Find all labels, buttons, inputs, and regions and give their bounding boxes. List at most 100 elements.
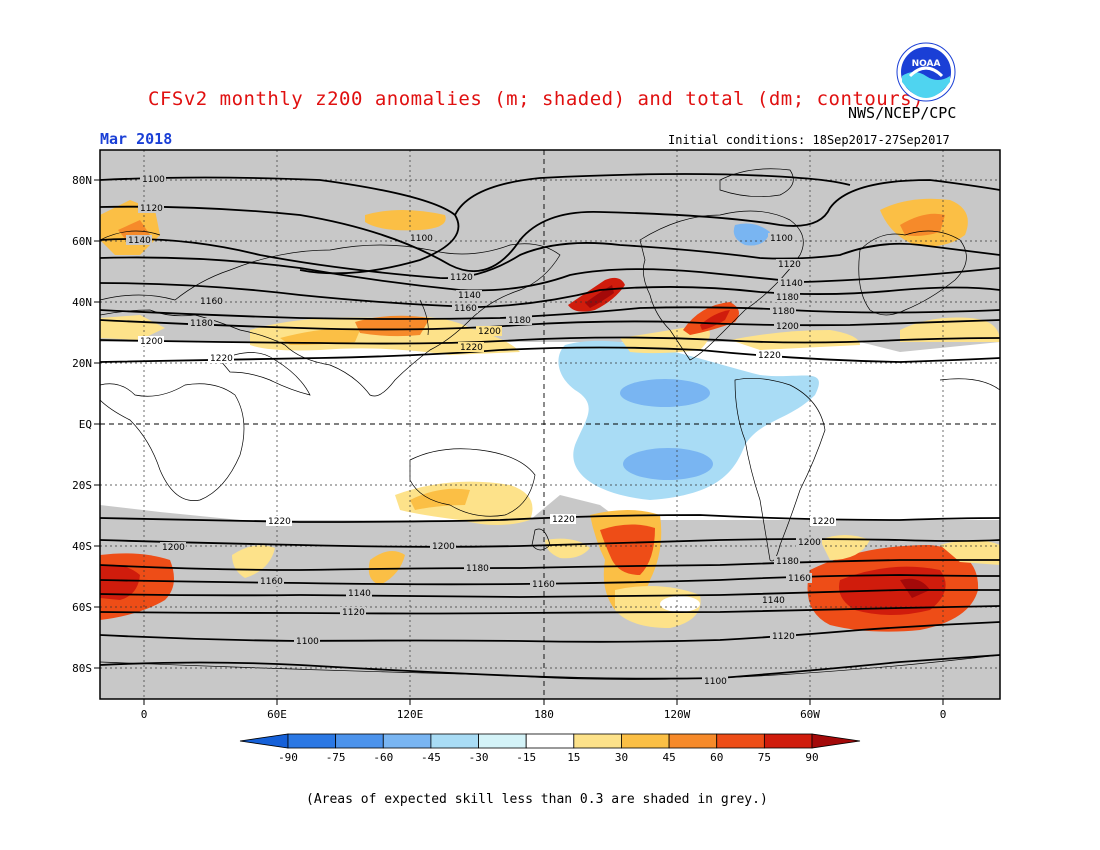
noaa-logo: NOAA [896, 42, 956, 102]
contour-label: 1180 [466, 564, 489, 574]
lon-label: 120W [664, 708, 691, 721]
contour-label: 1180 [776, 557, 799, 567]
colorbar-tick-label: -75 [326, 751, 346, 764]
contour-label: 1100 [142, 175, 165, 185]
colorbar-swatch [335, 733, 384, 749]
lat-label: 40S [72, 540, 92, 553]
contour-label: 1180 [508, 316, 531, 326]
contour-label: 1100 [296, 637, 319, 647]
contour-label: 1200 [478, 327, 501, 337]
colorbar-swatch [668, 733, 718, 749]
lon-label: 180 [534, 708, 554, 721]
logo-text: NOAA [912, 59, 941, 69]
height-contours [100, 173, 1000, 680]
contour-label: 1120 [342, 608, 365, 618]
colorbar-arrow-low [239, 733, 289, 749]
contour-label: 1200 [798, 538, 821, 548]
colorbar-tick-label: 90 [805, 751, 818, 764]
colorbar-swatch [430, 733, 479, 749]
tick-marks [94, 179, 944, 705]
lat-label: 60N [72, 235, 92, 248]
contour-label: 1220 [460, 343, 483, 353]
contour-label: 1140 [780, 279, 803, 289]
lat-label: 40N [72, 296, 92, 309]
initial-conditions: Initial conditions: 18Sep2017-27Sep2017 [668, 133, 950, 147]
contour-label: 1140 [348, 589, 371, 599]
colorbar-swatch [382, 733, 432, 749]
colorbar: -90 -75 -60 -45 -30 -15 15 30 45 60 75 90 [239, 733, 861, 764]
lat-label: 20N [72, 357, 92, 370]
contour-label: 1120 [450, 273, 473, 283]
skill-footnote: (Areas of expected skill less than 0.3 a… [306, 792, 768, 807]
colorbar-swatch [763, 733, 813, 749]
lon-label: 0 [940, 708, 947, 721]
chart-title: CFSv2 monthly z200 anomalies (m; shaded)… [148, 88, 925, 110]
equator-dateline [100, 150, 1000, 699]
contour-label: 1160 [532, 580, 555, 590]
contour-label: 1160 [788, 574, 811, 584]
contour-label: 1100 [770, 234, 793, 244]
colorbar-swatch [716, 733, 765, 749]
contour-label: 1180 [776, 293, 799, 303]
colorbar-tick-label: -90 [278, 751, 298, 764]
contour-label: 1200 [162, 543, 185, 553]
colorbar-swatch [525, 733, 575, 749]
colorbar-tick-label: -60 [373, 751, 393, 764]
latitude-labels: 80N 60N 40N 20N EQ 20S 40S 60S 80S [72, 174, 92, 675]
lon-label: 120E [397, 708, 424, 721]
contour-label: 1160 [260, 577, 283, 587]
contour-label: 1160 [200, 297, 223, 307]
anomaly-negative-tropical-pacific [558, 340, 819, 500]
colorbar-swatch [287, 733, 337, 749]
contour-label: 1100 [410, 234, 433, 244]
contour-label: 1200 [432, 542, 455, 552]
anomaly-positive-siberia [365, 210, 446, 231]
contour-label: 1180 [190, 319, 213, 329]
contour-label: 1220 [210, 354, 233, 364]
colorbar-tick-label: 60 [710, 751, 723, 764]
contour-label: 1140 [762, 596, 785, 606]
contour-label: 1220 [812, 517, 835, 527]
lat-label: 80S [72, 662, 92, 675]
anomaly-negative-core-north [620, 379, 710, 407]
shading-layer [100, 150, 1000, 699]
contour-label: 1120 [772, 632, 795, 642]
colorbar-arrow-high [811, 733, 861, 749]
contour-label: 1160 [454, 304, 477, 314]
anomaly-negative-north-america [733, 223, 770, 246]
lat-label: EQ [79, 418, 92, 431]
lat-label: 20S [72, 479, 92, 492]
colorbar-tick-label: -45 [421, 751, 441, 764]
lat-label: 80N [72, 174, 92, 187]
anomaly-negative-core-south [623, 448, 713, 480]
lon-label: 60E [267, 708, 287, 721]
colorbar-tick-label: 15 [567, 751, 580, 764]
contour-label: 1180 [772, 307, 795, 317]
colorbar-tick-label: 45 [662, 751, 675, 764]
contour-label: 1220 [552, 515, 575, 525]
lon-label: 60W [800, 708, 820, 721]
contour-label: 1100 [704, 677, 727, 687]
contour-label: 1140 [128, 236, 151, 246]
colorbar-tick-label: 30 [615, 751, 628, 764]
colorbar-tick-label: -30 [469, 751, 489, 764]
contour-label: 1200 [776, 322, 799, 332]
colorbar-swatch [478, 733, 527, 749]
colorbar-tick-label: 75 [758, 751, 771, 764]
contour-label: 1220 [758, 351, 781, 361]
lat-label: 60S [72, 601, 92, 614]
contour-label: 1200 [140, 337, 163, 347]
contour-label: 1220 [268, 517, 291, 527]
forecast-month: Mar 2018 [100, 130, 173, 148]
contour-label: 1120 [778, 260, 801, 270]
colorbar-swatch [621, 733, 670, 749]
colorbar-swatch [573, 733, 622, 749]
agency-label: NWS/NCEP/CPC [848, 104, 957, 122]
colorbar-tick-label: -15 [516, 751, 536, 764]
contour-labels: 1100 1120 1140 1160 1180 1200 1220 1100 … [126, 174, 836, 687]
longitude-labels: 0 60E 120E 180 120W 60W 0 [141, 708, 947, 721]
contour-label: 1120 [140, 204, 163, 214]
contour-label: 1140 [458, 291, 481, 301]
lon-label: 0 [141, 708, 148, 721]
